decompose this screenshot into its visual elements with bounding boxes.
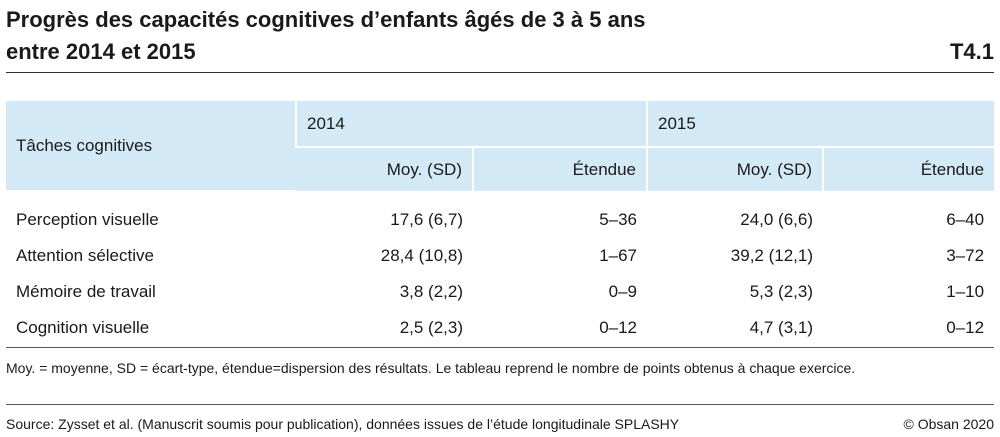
task-cell: Perception visuelle [16, 210, 159, 229]
mean-2014-cell: 28,4 (10,8) [380, 246, 463, 265]
mean-2015-cell: 5,3 (2,3) [749, 282, 814, 301]
range-2014-cell: 0–9 [608, 282, 638, 301]
header-row-measures: Moy. (SD) Étendue Moy. (SD) Étendue [6, 147, 995, 191]
range-2015-cell: 0–12 [946, 318, 985, 337]
header-mean-2015: Moy. (SD) [646, 147, 824, 191]
header-range-2015: Étendue [822, 147, 995, 191]
header-mean-2014: Moy. (SD) [296, 147, 473, 191]
title-line-1: Progrès des capacités cognitives d’enfan… [6, 7, 646, 32]
header-row-years: Tâches cognitives 2014 2015 [6, 101, 995, 192]
range-2014-cell: 0–12 [599, 318, 638, 337]
range-2015-cell: 3–72 [946, 246, 985, 265]
range-2015-cell: 1–10 [946, 282, 985, 301]
title-divider [6, 72, 994, 73]
header-year-2015: 2015 [646, 101, 995, 148]
title-line-2: entre 2014 et 2015 [6, 39, 196, 64]
footnote: Moy. = moyenne, SD = écart-type, étendue… [6, 360, 856, 376]
source-note: Source: Zysset et al. (Manuscrit soumis … [6, 416, 680, 432]
range-2015-cell: 6–40 [946, 209, 985, 229]
copyright-note: © Obsan 2020 [903, 416, 995, 432]
table-row: Perception visuelle 17,6 (6,7) 5–36 24,0… [6, 191, 994, 238]
mean-2014-cell: 2,5 (2,3) [399, 318, 463, 337]
mean-2015-cell: 24,0 (6,6) [740, 209, 814, 229]
header-year-2014: 2014 [294, 101, 648, 148]
title-row-2: entre 2014 et 2015 T4.1 [6, 36, 994, 68]
header-range-2014: Étendue [471, 147, 648, 191]
task-cell: Attention sélective [16, 246, 154, 265]
mean-2014-cell: 17,6 (6,7) [390, 209, 463, 229]
task-cell: Cognition visuelle [16, 318, 150, 337]
table-row: Mémoire de travail 3,8 (2,2) 0–9 5,3 (2,… [6, 274, 994, 310]
table-code: T4.1 [949, 39, 994, 64]
mean-2015-cell: 4,7 (3,1) [749, 318, 814, 337]
mean-2015-cell: 39,2 (12,1) [730, 246, 814, 265]
range-2014-cell: 5–36 [599, 209, 638, 229]
mean-2014-cell: 3,8 (2,2) [399, 282, 463, 301]
range-2014-cell: 1–67 [599, 246, 638, 265]
table-row: Attention sélective 28,4 (10,8) 1–67 39,… [6, 238, 994, 274]
cognitive-tasks-table: Tâches cognitives 2014 2015 Moy. (SD) Ét… [6, 101, 995, 346]
header-task: Tâches cognitives [6, 101, 296, 192]
table-divider [6, 347, 994, 348]
table-row: Cognition visuelle 2,5 (2,3) 0–12 4,7 (3… [6, 310, 994, 346]
table-title: Progrès des capacités cognitives d’enfan… [6, 4, 994, 68]
footer-divider [6, 404, 994, 405]
task-cell: Mémoire de travail [16, 282, 156, 301]
